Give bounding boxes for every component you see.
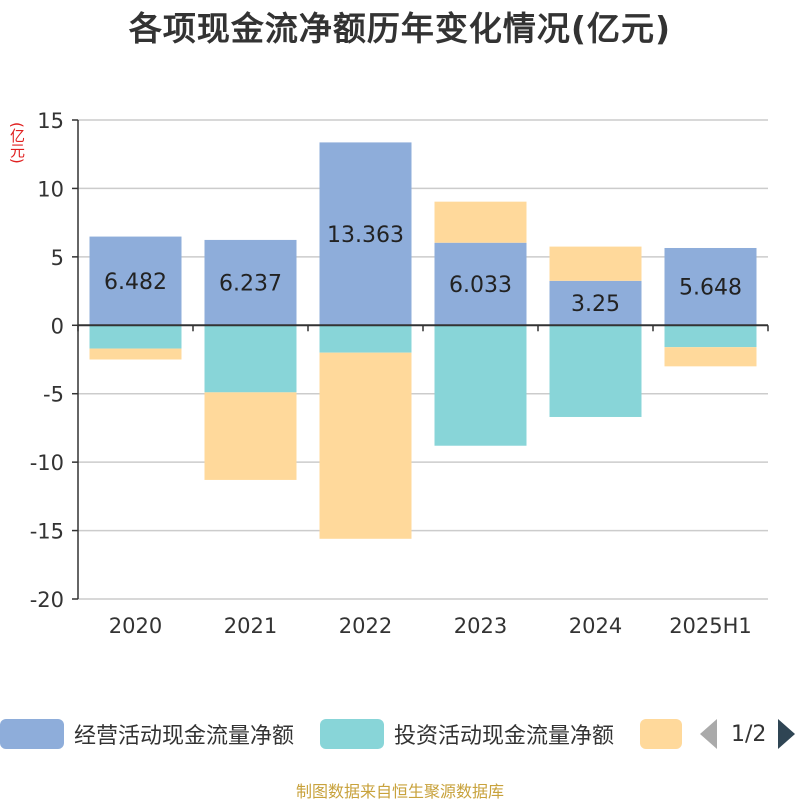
y-tick-label: 0: [51, 314, 64, 338]
cash-flow-chart: 15 10 5 0 -5 -10 -15 -20 2020 2021 2022 2023 2024 202…: [30, 109, 769, 638]
axes: 15 10 5 0 -5 -10 -15 -20 2020 2021 2022 2023 2024 202…: [30, 109, 769, 638]
bar-series-0: [319, 142, 412, 326]
data-source-note: 制图数据来自恒生聚源数据库: [295, 782, 504, 801]
data-label: 6.033: [449, 273, 512, 298]
x-tick-label: 2020: [109, 614, 162, 638]
y-tick-label: 10: [37, 177, 64, 201]
legend-label: 经营活动现金流量净额: [74, 724, 295, 749]
bar-series-2: [204, 392, 297, 480]
data-label: 6.237: [219, 272, 282, 297]
legend-item-financing[interactable]: [640, 716, 692, 752]
bar-series-2: [319, 352, 412, 539]
y-tick-label: -20: [30, 588, 64, 612]
legend: 经营活动现金流量净额 投资活动现金流量净额: [0, 716, 800, 756]
bar-series-0: [204, 239, 297, 326]
y-tick-label: -5: [43, 383, 64, 407]
y-tick-label: -15: [30, 520, 64, 544]
legend-item-operating[interactable]: 经营活动现金流量净额: [0, 716, 294, 752]
bar-labels: 6.482 6.237 13.363 6.033 3.25 5.648: [104, 223, 742, 317]
bar-series-1: [549, 325, 642, 417]
bar-series-0: [434, 242, 527, 326]
bar-series-1: [319, 325, 412, 353]
bar-series-1: [89, 325, 182, 349]
bar-series-0: [89, 236, 182, 326]
legend-swatch: [640, 719, 682, 749]
grid-lines: [78, 119, 768, 600]
legend-swatch: [0, 719, 64, 749]
bars: [89, 142, 757, 539]
bar-series-1: [204, 325, 297, 393]
y-tick-label: -10: [30, 451, 64, 475]
bar-series-0: [549, 280, 642, 326]
x-tick-label: 2022: [339, 614, 392, 638]
legend-label: 投资活动现金流量净额: [394, 724, 615, 749]
bar-series-1: [434, 325, 527, 446]
next-page-icon[interactable]: [778, 719, 796, 749]
data-label: 5.648: [679, 276, 742, 301]
y-axis-unit-label: (亿元): [8, 122, 26, 164]
bar-series-0: [664, 247, 757, 326]
data-label: 13.363: [327, 223, 404, 248]
data-label: 3.25: [571, 292, 620, 317]
data-label: 6.482: [104, 270, 167, 295]
bar-series-2: [664, 347, 757, 367]
x-tick-label: 2023: [454, 614, 507, 638]
legend-swatch: [320, 719, 384, 749]
bar-series-2: [549, 246, 642, 281]
bar-series-1: [664, 325, 757, 348]
bar-series-2: [434, 201, 527, 243]
legend-page-indicator: 1/2: [731, 721, 767, 747]
chart-title: 各项现金流净额历年变化情况(亿元): [128, 9, 672, 48]
x-tick-label: 2021: [224, 614, 277, 638]
legend-pager: 1/2: [700, 716, 796, 752]
x-tick-label: 2025H1: [669, 614, 752, 638]
x-tick-label: 2024: [569, 614, 622, 638]
y-tick-label: 15: [37, 109, 64, 133]
y-tick-label: 5: [51, 246, 64, 270]
previous-page-icon[interactable]: [700, 719, 717, 749]
legend-item-investing[interactable]: 投资活动现金流量净额: [320, 716, 614, 752]
bar-series-2: [89, 348, 182, 360]
